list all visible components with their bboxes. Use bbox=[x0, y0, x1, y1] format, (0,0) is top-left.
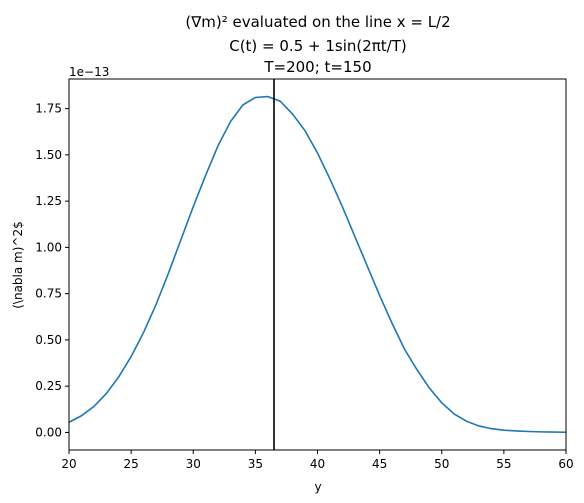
y-offset-label: 1e−13 bbox=[69, 65, 109, 79]
x-tick-label: 60 bbox=[558, 457, 573, 471]
y-axis: 0.00 0.25 0.50 0.75 1.00 1.25 1.50 1.75 bbox=[35, 102, 69, 439]
y-tick-label: 0.50 bbox=[35, 333, 62, 347]
x-tick-label: 30 bbox=[186, 457, 201, 471]
x-tick-label: 25 bbox=[123, 457, 138, 471]
x-tick-label: 35 bbox=[248, 457, 263, 471]
y-tick-label: 1.75 bbox=[35, 102, 62, 116]
chart-title-line-2: C(t) = 0.5 + 1sin(2πt/T) bbox=[229, 37, 407, 55]
chart-title-line-3: T=200; t=150 bbox=[263, 58, 371, 76]
y-tick-label: 1.25 bbox=[35, 194, 62, 208]
y-tick-label: 0.00 bbox=[35, 425, 62, 439]
x-axis: 20 25 30 35 40 45 50 55 60 bbox=[61, 450, 574, 471]
y-tick-label: 0.25 bbox=[35, 379, 62, 393]
plot-area bbox=[68, 79, 567, 450]
x-tick-label: 20 bbox=[61, 457, 76, 471]
chart-title-line-1: (∇m)² evaluated on the line x = L/2 bbox=[185, 13, 450, 31]
y-tick-label: 1.00 bbox=[35, 240, 62, 254]
x-tick-label: 45 bbox=[372, 457, 387, 471]
x-tick-label: 55 bbox=[496, 457, 511, 471]
y-axis-label: (\nabla m)^2$ bbox=[11, 221, 25, 309]
x-tick-label: 50 bbox=[434, 457, 449, 471]
x-axis-label: y bbox=[314, 480, 321, 494]
x-tick-label: 40 bbox=[310, 457, 325, 471]
series-line-0 bbox=[68, 95, 567, 434]
y-tick-label: 0.75 bbox=[35, 287, 62, 301]
y-tick-label: 1.50 bbox=[35, 148, 62, 162]
